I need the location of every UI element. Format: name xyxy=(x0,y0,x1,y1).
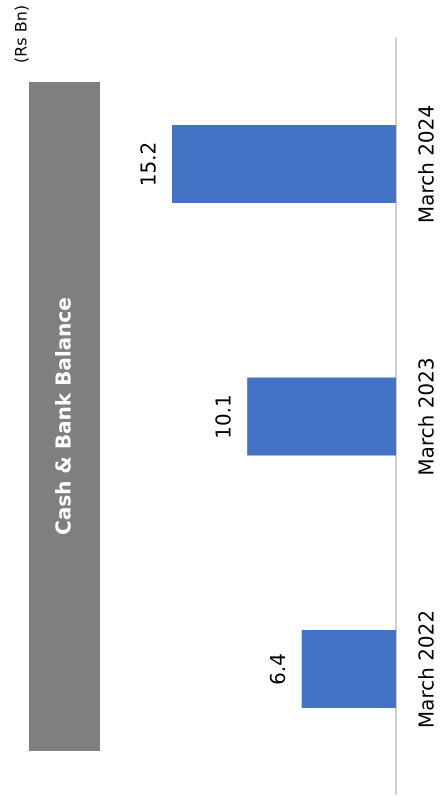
category-label: March 2024 xyxy=(415,105,439,223)
bar xyxy=(247,377,396,456)
value-label: 15.2 xyxy=(137,142,161,187)
bar xyxy=(172,125,396,203)
unit-label: (Rs Bn) xyxy=(12,5,31,63)
category-label: March 2023 xyxy=(415,357,439,475)
title-box xyxy=(29,82,100,751)
value-label: 10.1 xyxy=(212,394,236,439)
category-label: March 2022 xyxy=(415,610,439,728)
bar xyxy=(301,630,396,708)
value-label: 6.4 xyxy=(266,653,290,685)
chart-title: Cash & Bank Balance xyxy=(52,297,76,535)
